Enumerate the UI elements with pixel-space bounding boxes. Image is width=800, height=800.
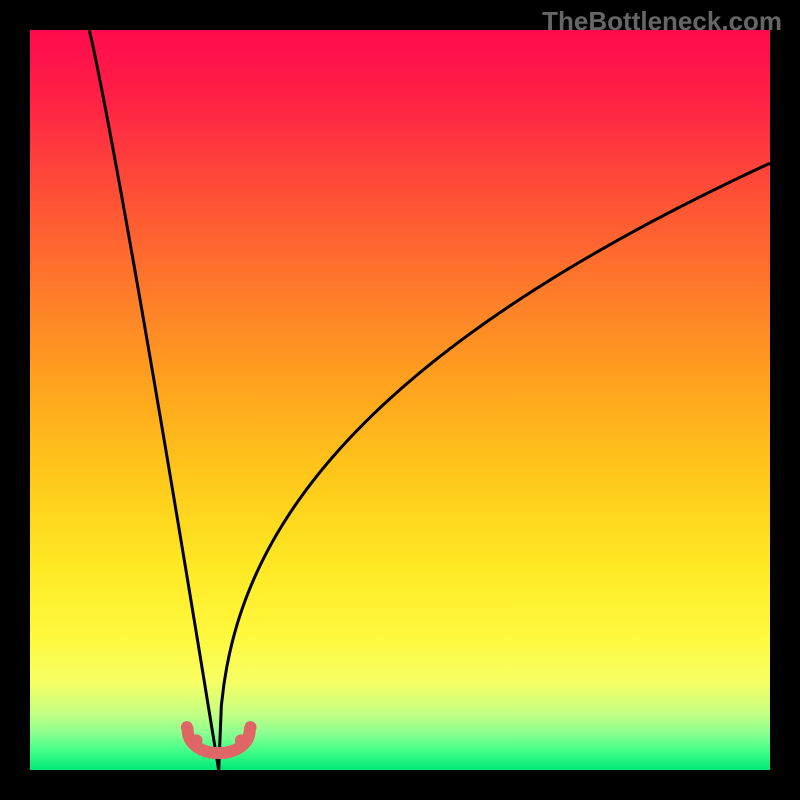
gradient-background — [30, 30, 770, 770]
watermark-label: TheBottleneck.com — [542, 6, 782, 37]
dip-marker-dot — [235, 734, 247, 746]
dip-marker-dot — [191, 734, 203, 746]
bottleneck-curve-plot — [30, 30, 770, 770]
dip-marker-dot — [245, 721, 257, 733]
dip-marker-dot — [181, 721, 193, 733]
chart-container: TheBottleneck.com — [0, 0, 800, 800]
